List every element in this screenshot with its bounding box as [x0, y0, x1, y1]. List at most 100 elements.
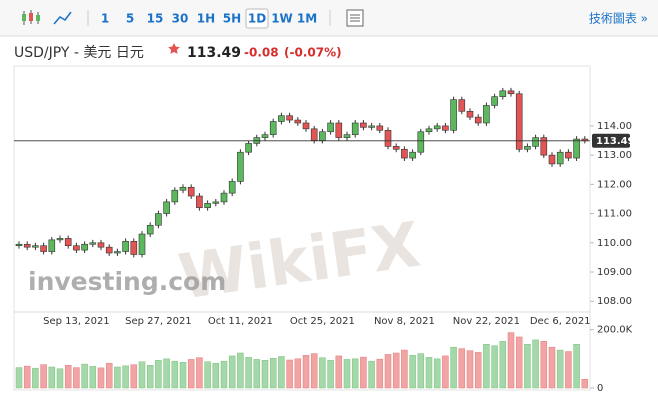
candle-body [48, 239, 56, 252]
volume-bar [48, 366, 56, 389]
candle-body [458, 99, 466, 112]
candle-body [409, 151, 416, 159]
volume-bar [286, 359, 293, 389]
candle-body [81, 243, 88, 251]
candle-body [507, 90, 515, 95]
volume-bar [155, 360, 162, 389]
volume-bar [15, 367, 23, 389]
interval-button[interactable]: 1H [197, 12, 215, 26]
volume-bar [302, 355, 310, 389]
volume-bar [97, 367, 105, 389]
y-tick-label: 111.00 [597, 209, 632, 220]
volume-bar [540, 341, 548, 389]
volume-bar [32, 367, 39, 389]
candle-body [515, 93, 523, 150]
x-tick-label: Nov 22, 2021 [453, 316, 520, 327]
star-icon[interactable] [168, 43, 180, 54]
interval-button[interactable]: 1 [101, 12, 109, 26]
candle-body [97, 242, 105, 248]
volume-bar [351, 358, 359, 389]
x-tick-label: Oct 11, 2021 [208, 316, 273, 327]
y-tick-label: 112.00 [597, 179, 632, 190]
candle-body [565, 151, 572, 159]
change-pct: (-0.07%) [284, 46, 342, 60]
candle-body [286, 115, 293, 121]
candle-body [237, 151, 244, 182]
interval-button[interactable]: 5H [223, 12, 241, 26]
volume-bar [507, 332, 515, 389]
candle-body [474, 116, 482, 124]
volume-bar [433, 358, 441, 389]
candle-body [179, 186, 187, 191]
volume-bar [23, 365, 31, 389]
volume-bar [442, 355, 449, 389]
volume-bar [499, 341, 507, 389]
volume-bar [138, 361, 146, 389]
candle-body [524, 146, 531, 150]
candle-body [573, 138, 580, 159]
volume-bar [40, 364, 47, 389]
volume-bar [228, 355, 236, 389]
y-tick-label: 108.00 [597, 296, 632, 307]
interval-button[interactable]: 15 [147, 12, 164, 26]
candle-body [122, 241, 129, 252]
volume-bar [368, 360, 375, 389]
line-icon[interactable] [53, 11, 72, 25]
volume-bar [581, 379, 589, 389]
x-tick-label: Nov 8, 2021 [374, 316, 435, 327]
candle-body [32, 245, 39, 248]
settings-icon[interactable] [346, 9, 364, 27]
interval-button[interactable]: 1W [271, 12, 293, 26]
x-tick-label: Sep 27, 2021 [125, 316, 192, 327]
chart-link[interactable]: 技術圖表 » [589, 12, 648, 26]
change: -0.08 [244, 46, 279, 60]
volume-bar [237, 352, 244, 389]
volume-bar [458, 348, 466, 389]
volume-bar [417, 353, 425, 389]
volume-bar [278, 356, 285, 389]
interval-button[interactable]: 30 [172, 12, 189, 26]
candle-body [155, 213, 162, 226]
candle-body [343, 134, 351, 138]
y-tick-label: 113.00 [597, 150, 632, 161]
volume-bar [130, 364, 138, 389]
candle-body [261, 134, 269, 138]
volume-bar [179, 362, 187, 389]
volume-bar [171, 360, 179, 389]
volume-bar [376, 358, 384, 389]
candle-body [417, 131, 425, 153]
candle-body [491, 96, 498, 106]
volume-bar [73, 367, 80, 389]
candle-body [450, 99, 457, 131]
candle-body [228, 181, 236, 194]
candle-body [499, 90, 507, 97]
interval-button[interactable]: 1M [297, 12, 317, 26]
candle-body [204, 203, 211, 209]
volume-bar [269, 358, 277, 389]
volume-bar [187, 359, 195, 389]
volume-bar [122, 365, 129, 389]
toolbar [0, 0, 658, 36]
volume-bar [392, 352, 400, 389]
candle-body [540, 137, 548, 156]
interval-button[interactable]: 5 [126, 12, 134, 26]
y-tick-label: 0 [597, 383, 603, 394]
candle-body [294, 119, 302, 124]
volume-bar [565, 351, 572, 389]
volume-bar [474, 352, 482, 389]
volume-bar [515, 336, 523, 389]
candle-body [302, 122, 310, 130]
volume-bar [450, 346, 457, 389]
volume-bar [409, 355, 416, 389]
volume-bar [81, 363, 88, 389]
candle-body [130, 241, 138, 255]
candle-body [327, 122, 334, 133]
volume-bar [335, 355, 343, 389]
volume-bar [261, 360, 269, 389]
interval-button[interactable]: 1D [248, 12, 266, 26]
candle-icon[interactable] [22, 10, 40, 25]
watermark: investing.com [28, 267, 226, 296]
volume-bar [89, 366, 97, 389]
volume-bar [146, 365, 154, 389]
